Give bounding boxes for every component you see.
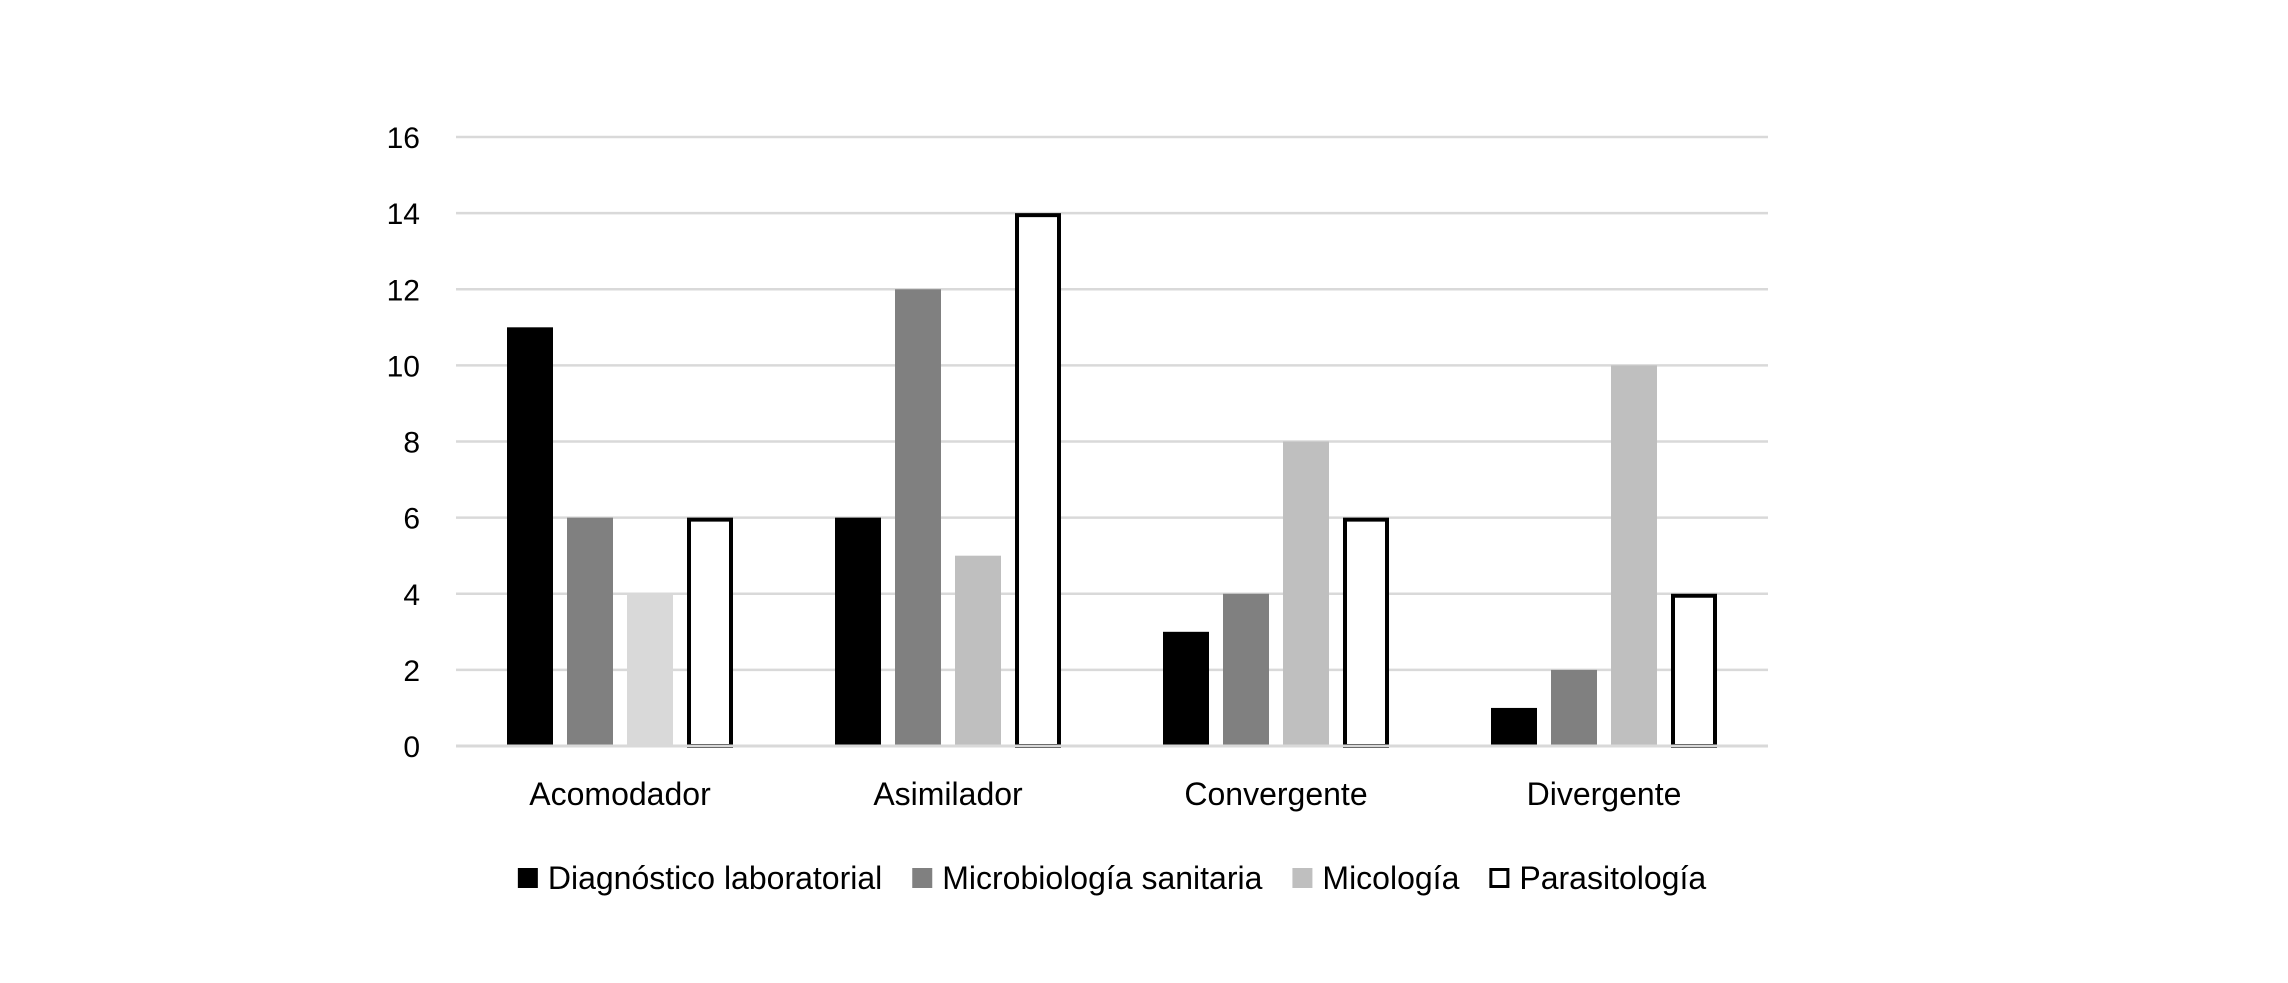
y-tick-label: 10: [387, 350, 420, 383]
legend-swatch-micolog-a: [1292, 868, 1313, 888]
bar-parasitolog-a-convergente: [1343, 517, 1389, 748]
x-category-label: Convergente: [1184, 776, 1367, 812]
legend-swatch-parasitolog-a: [1489, 868, 1510, 888]
bar-microbiolog-a-sanitaria-divergente: [1551, 669, 1597, 746]
bar-diagn-stico-laboratorial-acomodador: [507, 327, 553, 746]
y-axis-tick-labels: 0 2 4 6 8 10 12 14 16: [387, 122, 420, 764]
y-tick-label: 2: [403, 655, 420, 688]
y-tick-label: 14: [387, 198, 420, 231]
x-axis-category-labels: Acomodador Asimilador Convergente Divergent…: [529, 776, 1681, 812]
bar-micolog-a-asimilador: [955, 555, 1001, 746]
y-tick-label: 16: [387, 122, 420, 155]
y-tick-label: 8: [403, 427, 420, 460]
bar-parasitolog-a-acomodador: [687, 517, 733, 748]
y-tick-label: 6: [403, 503, 420, 536]
bar-microbiolog-a-sanitaria-convergente: [1223, 593, 1269, 746]
bar-diagn-stico-laboratorial-asimilador: [835, 517, 881, 746]
y-tick-label: 0: [403, 731, 420, 764]
x-category-label: Asimilador: [873, 776, 1023, 812]
grid-layer: [456, 135, 1768, 672]
x-category-label: Acomodador: [529, 776, 711, 812]
legend-label: Microbiología sanitaria: [942, 860, 1262, 896]
y-tick-label: 4: [403, 579, 420, 612]
legend-swatch-microbiolog-a-sanitaria: [912, 868, 933, 888]
bar-micolog-a-acomodador: [627, 593, 673, 746]
bar-diagn-stico-laboratorial-convergente: [1163, 631, 1209, 746]
y-tick-label: 12: [387, 274, 420, 307]
bar-microbiolog-a-sanitaria-asimilador: [895, 289, 941, 746]
bar-microbiolog-a-sanitaria-acomodador: [567, 517, 613, 746]
legend-swatch-diagn-stico-laboratorial: [517, 868, 538, 888]
bar-diagn-stico-laboratorial-divergente: [1491, 707, 1537, 746]
bars: [507, 213, 1717, 748]
legend-label: Diagnóstico laboratorial: [548, 860, 882, 896]
bar-micolog-a-convergente: [1283, 441, 1329, 746]
legend-label: Parasitología: [1519, 860, 1706, 896]
legend: Diagnóstico laboratorial Microbiología sa…: [517, 860, 1706, 896]
bar-micolog-a-divergente: [1611, 365, 1657, 746]
bar-parasitolog-a-divergente: [1671, 593, 1717, 748]
legend-label: Micología: [1322, 860, 1459, 896]
x-category-label: Divergente: [1527, 776, 1682, 812]
bar-parasitolog-a-asimilador: [1015, 213, 1061, 748]
